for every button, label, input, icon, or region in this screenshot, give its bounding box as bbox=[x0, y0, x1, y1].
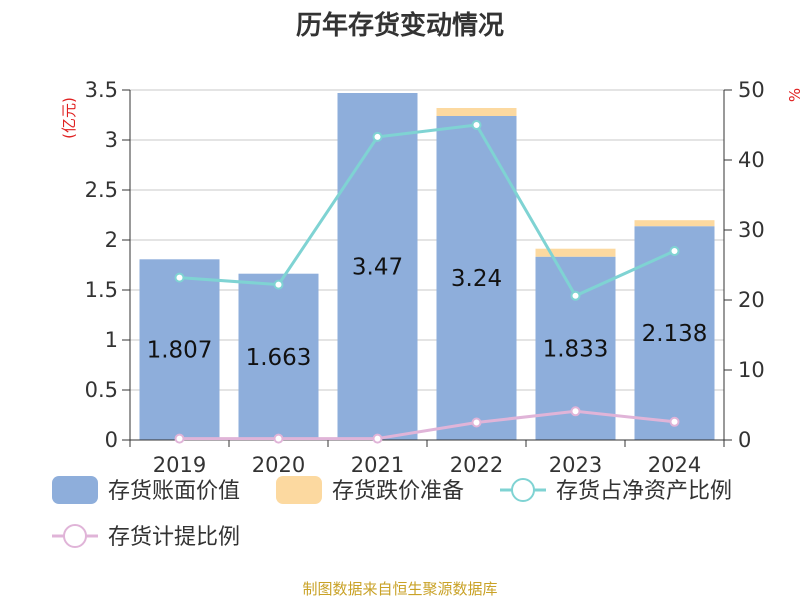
right-tick-label: 10 bbox=[738, 358, 765, 382]
left-tick-label: 2 bbox=[105, 228, 118, 252]
series-point bbox=[273, 433, 284, 444]
series-point bbox=[669, 246, 680, 256]
series-point bbox=[174, 433, 185, 444]
left-tick-label: 0 bbox=[105, 428, 118, 452]
right-tick-label: 0 bbox=[738, 428, 751, 452]
legend-label: 存货跌价准备 bbox=[332, 479, 464, 504]
bar-data-label: 2.138 bbox=[642, 321, 708, 347]
right-tick-label: 50 bbox=[738, 78, 765, 102]
legend-label: 存货计提比例 bbox=[108, 525, 240, 550]
left-tick-label: 3 bbox=[105, 128, 118, 152]
left-tick-label: 2.5 bbox=[85, 178, 118, 202]
right-tick-label: 30 bbox=[738, 218, 765, 242]
x-tick-label: 2022 bbox=[450, 453, 503, 477]
series-point bbox=[273, 279, 284, 290]
x-tick-label: 2019 bbox=[153, 453, 206, 477]
series-point bbox=[570, 406, 581, 417]
bar-impairment-reserve bbox=[436, 108, 517, 116]
x-tick-label: 2024 bbox=[648, 453, 701, 477]
series-line bbox=[179, 409, 675, 441]
legend-label: 存货账面价值 bbox=[108, 479, 240, 504]
bar-data-label: 1.833 bbox=[543, 336, 609, 362]
left-tick-label: 3.5 bbox=[85, 78, 118, 102]
legend-marker bbox=[63, 524, 87, 548]
series-point bbox=[669, 416, 680, 427]
bar-book-value bbox=[337, 93, 418, 440]
bar-data-label: 3.47 bbox=[352, 255, 403, 281]
x-tick-label: 2021 bbox=[351, 453, 404, 477]
legend-marker bbox=[511, 478, 535, 502]
series-point bbox=[372, 433, 383, 444]
left-tick-label: 0.5 bbox=[85, 378, 118, 402]
bar-book-value bbox=[238, 273, 319, 440]
chart-title: 历年存货变动情况 bbox=[296, 10, 504, 41]
legend-label: 存货占净资产比例 bbox=[556, 479, 732, 504]
left-tick-label: 1 bbox=[105, 328, 118, 352]
gridlines bbox=[130, 89, 724, 391]
bar-data-label: 1.807 bbox=[147, 338, 213, 364]
bar-value-labels: 1.807 1.663 3.47 3.24 1.833 2.138 bbox=[147, 255, 708, 371]
left-axis-unit: (亿元) bbox=[60, 97, 78, 139]
series-point bbox=[372, 131, 383, 142]
series-point bbox=[570, 290, 581, 301]
series-point bbox=[174, 272, 185, 283]
bar-series bbox=[139, 93, 715, 440]
left-tick-label: 1.5 bbox=[85, 278, 118, 302]
bar-impairment-reserve bbox=[535, 248, 616, 257]
x-tick-label: 2023 bbox=[549, 453, 602, 477]
series-line bbox=[179, 123, 676, 298]
right-tick-label: 40 bbox=[738, 148, 765, 172]
series-point bbox=[471, 417, 482, 428]
bar-book-value bbox=[139, 259, 220, 440]
bar-data-label: 3.24 bbox=[451, 266, 502, 292]
series-point bbox=[471, 120, 482, 130]
data-source-note: 制图数据来自恒生聚源数据库 bbox=[302, 580, 497, 598]
bar-data-label: 1.663 bbox=[246, 345, 312, 371]
bar-impairment-reserve bbox=[634, 220, 715, 227]
right-tick-label: 20 bbox=[738, 288, 765, 312]
line-series bbox=[174, 120, 680, 444]
right-axis-unit: % bbox=[786, 88, 800, 102]
legend-swatch bbox=[52, 476, 98, 504]
legend-swatch bbox=[276, 476, 322, 504]
x-tick-label: 2020 bbox=[252, 453, 305, 477]
